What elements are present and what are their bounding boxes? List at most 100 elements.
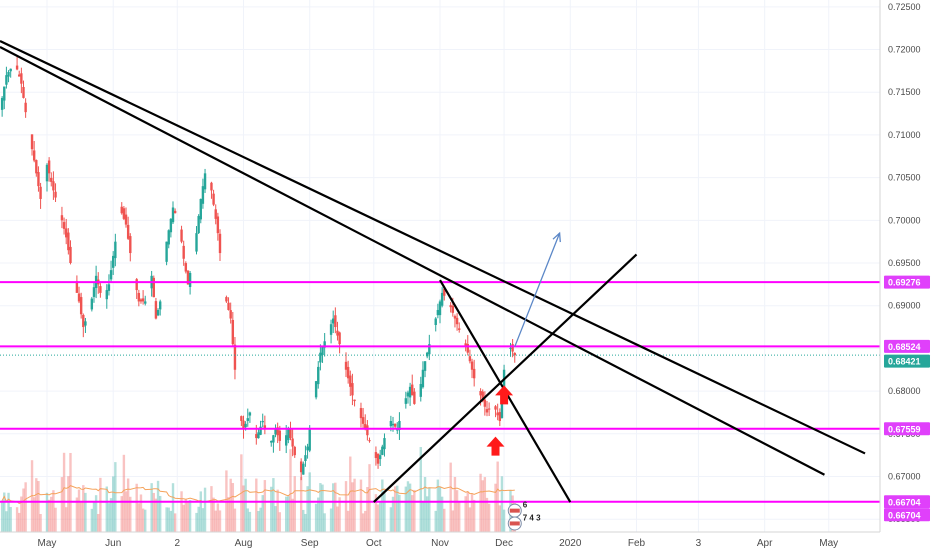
candle-body[interactable]: [137, 292, 141, 302]
candle-body[interactable]: [173, 210, 177, 214]
candle-body[interactable]: [391, 423, 395, 426]
candle-body[interactable]: [195, 233, 198, 252]
candle-body[interactable]: [291, 438, 294, 447]
candle-body[interactable]: [272, 435, 275, 443]
candle-body[interactable]: [67, 232, 70, 251]
candle-body[interactable]: [233, 344, 237, 370]
candle-body[interactable]: [334, 315, 337, 328]
candle-body[interactable]: [50, 177, 53, 182]
candle-body[interactable]: [378, 455, 382, 460]
candle-body[interactable]: [114, 241, 117, 259]
candle-body[interactable]: [449, 305, 452, 308]
candle-body[interactable]: [423, 361, 427, 371]
candle-body[interactable]: [156, 309, 160, 316]
candle-body[interactable]: [218, 233, 222, 254]
candle-body[interactable]: [54, 191, 57, 198]
candle-body[interactable]: [197, 216, 200, 234]
candle-body[interactable]: [152, 277, 155, 298]
candle-body[interactable]: [468, 356, 472, 362]
candle-body[interactable]: [62, 222, 66, 229]
candle-body[interactable]: [144, 301, 147, 304]
candle-body[interactable]: [225, 297, 228, 302]
candle-body[interactable]: [366, 425, 369, 436]
candle-body[interactable]: [443, 288, 446, 296]
candle-body[interactable]: [511, 344, 514, 352]
candle-body[interactable]: [240, 416, 243, 421]
candle-body[interactable]: [466, 343, 469, 353]
candle-body[interactable]: [494, 406, 497, 410]
candle-body[interactable]: [509, 347, 512, 349]
candle-body[interactable]: [376, 453, 380, 464]
candle-body[interactable]: [259, 426, 262, 435]
candle-body[interactable]: [472, 368, 476, 379]
candle-body[interactable]: [287, 429, 290, 441]
candle-body[interactable]: [24, 102, 27, 113]
candle-body[interactable]: [109, 270, 113, 280]
candle-body[interactable]: [47, 160, 51, 174]
candle-body[interactable]: [124, 214, 128, 225]
candle-body[interactable]: [419, 383, 422, 397]
candle-body[interactable]: [188, 272, 192, 288]
candle-body[interactable]: [306, 446, 309, 451]
candle-body[interactable]: [3, 86, 6, 101]
candle-body[interactable]: [169, 218, 173, 233]
candle-body[interactable]: [246, 418, 249, 421]
candle-body[interactable]: [481, 391, 484, 402]
candle-body[interactable]: [135, 279, 138, 291]
candle-body[interactable]: [201, 186, 205, 204]
candle-body[interactable]: [35, 160, 38, 174]
candle-body[interactable]: [186, 270, 190, 285]
trendline[interactable]: [0, 45, 825, 476]
candle-body[interactable]: [498, 412, 502, 421]
candle-body[interactable]: [302, 463, 305, 475]
candle-body[interactable]: [383, 438, 386, 450]
candle-body[interactable]: [20, 73, 23, 84]
candle-body[interactable]: [440, 292, 444, 306]
candle-body[interactable]: [274, 429, 277, 435]
candle-body[interactable]: [364, 424, 367, 430]
candle-body[interactable]: [389, 420, 393, 427]
candle-body[interactable]: [180, 229, 183, 242]
candle-body[interactable]: [308, 429, 311, 451]
candle-body[interactable]: [257, 432, 260, 439]
candle-body[interactable]: [69, 246, 72, 264]
candle-body[interactable]: [0, 97, 4, 110]
candle-body[interactable]: [293, 446, 296, 456]
candle-body[interactable]: [413, 391, 416, 404]
candle-body[interactable]: [276, 427, 279, 436]
candle-body[interactable]: [22, 86, 25, 98]
candle-body[interactable]: [500, 395, 504, 418]
candle-body[interactable]: [470, 361, 474, 370]
candle-body[interactable]: [349, 375, 352, 387]
candle-body[interactable]: [122, 208, 126, 219]
candle-body[interactable]: [317, 366, 320, 385]
candle-body[interactable]: [398, 420, 401, 431]
candle-body[interactable]: [75, 281, 79, 293]
candle-body[interactable]: [502, 369, 506, 395]
candle-body[interactable]: [359, 408, 363, 419]
candle-body[interactable]: [39, 186, 42, 199]
candle-body[interactable]: [479, 390, 482, 396]
candle-body[interactable]: [242, 420, 245, 430]
candle-body[interactable]: [404, 398, 408, 404]
candle-body[interactable]: [129, 236, 132, 254]
candle-body[interactable]: [184, 263, 188, 272]
candle-body[interactable]: [212, 193, 215, 205]
candle-body[interactable]: [464, 343, 467, 347]
candle-body[interactable]: [227, 302, 230, 310]
candle-body[interactable]: [353, 399, 356, 402]
candle-body[interactable]: [408, 386, 412, 398]
candle-body[interactable]: [154, 301, 158, 319]
candle-body[interactable]: [425, 352, 429, 357]
candle-body[interactable]: [65, 228, 68, 238]
candle-body[interactable]: [105, 290, 108, 300]
candle-body[interactable]: [453, 316, 457, 319]
candle-body[interactable]: [436, 309, 440, 316]
candle-body[interactable]: [299, 461, 303, 473]
candle-body[interactable]: [84, 321, 87, 326]
candle-body[interactable]: [428, 344, 431, 355]
candle-body[interactable]: [487, 408, 491, 410]
candle-body[interactable]: [92, 287, 96, 297]
candle-body[interactable]: [244, 423, 247, 428]
candle-body[interactable]: [30, 134, 34, 150]
